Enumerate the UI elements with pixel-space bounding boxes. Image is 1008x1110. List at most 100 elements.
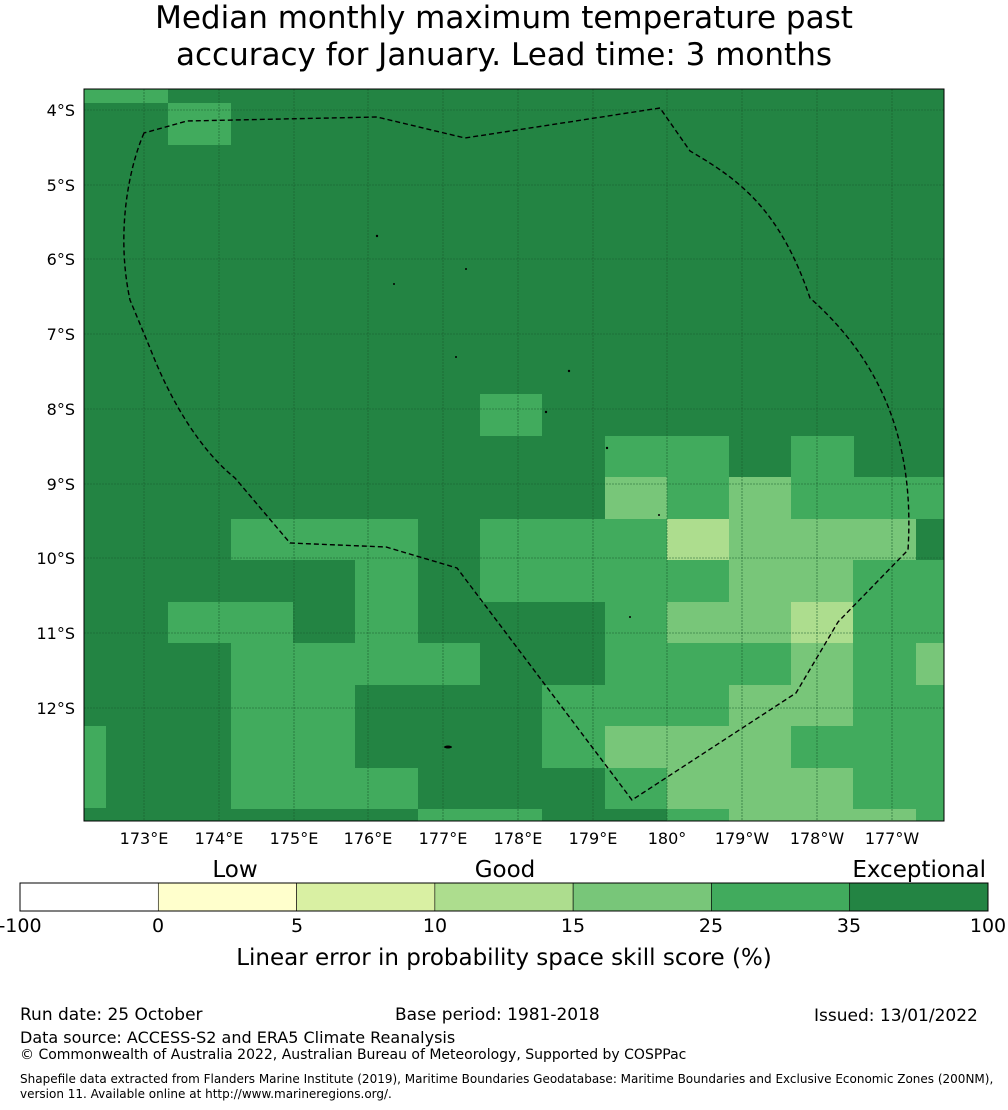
grid-cell <box>667 809 729 821</box>
lon-label: 180° <box>648 829 687 848</box>
colorbar-segment <box>572 882 712 912</box>
grid-cell <box>667 477 729 519</box>
colorbar-tick-label: -100 <box>0 915 42 937</box>
colorbar-segment <box>296 882 436 912</box>
colorbar-tick-label: 5 <box>291 915 303 937</box>
grid-cell <box>853 726 944 768</box>
grid-cell <box>480 394 542 436</box>
grid-cell <box>853 560 944 602</box>
colorbar-tick-label: 25 <box>699 915 723 937</box>
lon-label: 178°E <box>494 829 543 848</box>
run-date: Run date: 25 October <box>20 1005 203 1025</box>
grid-cell <box>791 602 853 643</box>
colorbar-tick-label: 0 <box>152 915 164 937</box>
grid-cell <box>542 685 729 726</box>
eez-boundary <box>123 107 910 801</box>
colorbar-segment <box>157 882 297 912</box>
data-source: Data source: ACCESS-S2 and ERA5 Climate … <box>20 1028 456 1047</box>
grid-cell <box>231 519 418 560</box>
grid-cell <box>853 643 916 685</box>
grid-cell <box>231 643 480 685</box>
grid-cell <box>605 726 791 768</box>
lon-label: 179°E <box>569 829 618 848</box>
latitude-labels: 4°S 5°S 6°S 7°S 8°S 9°S 10°S 11°S 12°S <box>36 101 75 718</box>
colorbar-segment <box>19 882 159 912</box>
grid-cell <box>853 602 944 643</box>
island <box>375 234 379 238</box>
grid-cell <box>355 602 418 643</box>
grid-cell <box>667 560 729 602</box>
lon-label: 176°E <box>344 829 393 848</box>
shapefile-credit: Shapefile data extracted from Flanders M… <box>20 1072 994 1101</box>
colorbar-segment <box>711 882 851 912</box>
lon-label: 174°E <box>195 829 244 848</box>
lon-label: 175°E <box>270 829 319 848</box>
colorbar-ticks: -100 0 5 10 15 25 35 100 <box>0 915 1006 937</box>
grid-cell <box>231 768 418 809</box>
colorbar-title: Linear error in probability space skill … <box>236 945 772 971</box>
lon-label: 173°E <box>120 829 169 848</box>
grid-cell <box>667 602 791 643</box>
island <box>393 283 395 285</box>
grid-cell <box>791 477 944 519</box>
grid-cell <box>667 768 853 809</box>
colorbar <box>19 882 989 912</box>
grid-cell <box>853 809 916 821</box>
grid-cell <box>791 726 853 768</box>
lat-label: 4°S <box>47 101 75 120</box>
grid-cell <box>480 519 667 560</box>
grid-cell <box>605 477 667 519</box>
grid-cell <box>729 685 853 726</box>
colorbar-category-labels: Low Good Exceptional <box>212 857 986 883</box>
island <box>567 369 571 373</box>
base-period: Base period: 1981-2018 <box>395 1005 600 1025</box>
islands <box>375 234 660 749</box>
lat-label: 7°S <box>47 325 75 344</box>
grid-cell <box>916 643 944 685</box>
island <box>544 410 548 414</box>
map-title-line-2: accuracy for January. Lead time: 3 month… <box>175 37 832 73</box>
grid-cell <box>480 560 667 602</box>
grid-cell <box>667 519 729 560</box>
lon-label: 177°E <box>419 829 468 848</box>
lat-label: 9°S <box>47 475 75 494</box>
colorbar-segment <box>434 882 574 912</box>
grid-cell <box>729 560 853 602</box>
copyright-notice: © Commonwealth of Australia 2022, Austra… <box>20 1047 687 1063</box>
lat-label: 11°S <box>36 624 75 643</box>
lon-label: 179°W <box>715 829 770 848</box>
skill-score-grid <box>84 89 944 821</box>
grid-cell <box>168 103 231 145</box>
grid-cell <box>853 685 944 726</box>
lat-label: 12°S <box>36 699 75 718</box>
island <box>605 446 609 450</box>
grid-cell <box>168 602 293 643</box>
island <box>455 356 457 358</box>
category-good: Good <box>475 857 536 883</box>
issued-date: Issued: 13/01/2022 <box>814 1006 978 1026</box>
grid-cell <box>729 809 853 821</box>
grid-cell <box>729 519 916 560</box>
island <box>465 268 467 270</box>
grid-cell <box>605 768 667 809</box>
island <box>444 745 452 749</box>
grid-cell <box>418 809 542 821</box>
grid-cell <box>542 726 605 768</box>
grid-cell <box>605 643 791 685</box>
lon-label: 177°W <box>865 829 920 848</box>
category-low: Low <box>212 857 257 883</box>
island <box>629 616 631 618</box>
grid-cell <box>231 685 355 726</box>
longitude-labels: 173°E 174°E 175°E 176°E 177°E 178°E 179°… <box>120 829 920 848</box>
colorbar-tick-label: 100 <box>970 915 1006 937</box>
colorbar-tick-label: 15 <box>561 915 585 937</box>
lat-label: 6°S <box>47 250 75 269</box>
grid-cell <box>729 477 791 519</box>
grid-cell <box>853 768 944 809</box>
colorbar-segment <box>849 882 989 912</box>
category-exceptional: Exceptional <box>852 857 986 883</box>
map-title-line-1: Median monthly maximum temperature past <box>155 0 853 36</box>
graticule <box>84 89 944 821</box>
grid-cell <box>84 726 106 808</box>
